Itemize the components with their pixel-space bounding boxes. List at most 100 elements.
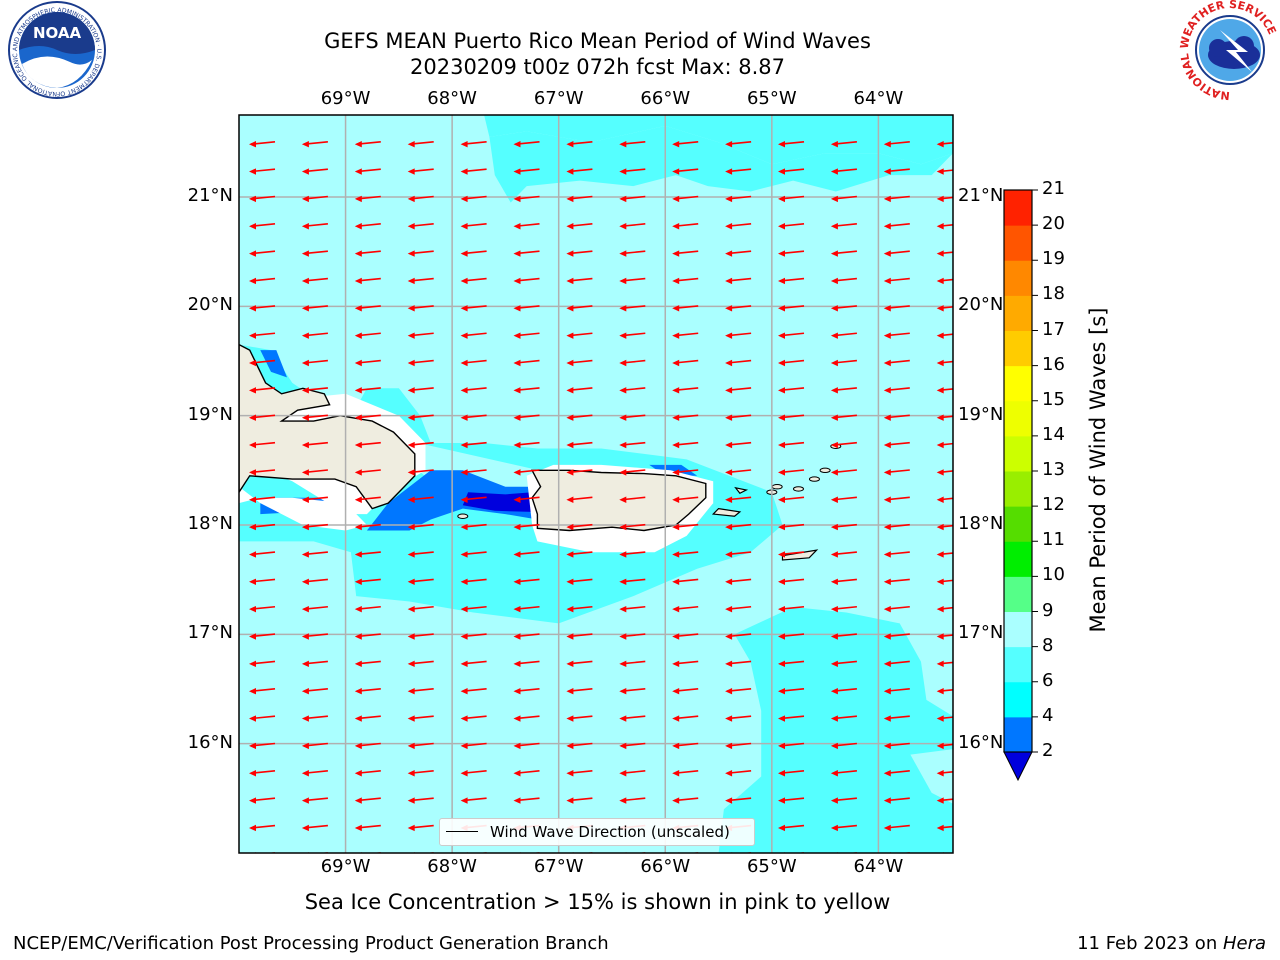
- wave-direction-arrow: [725, 141, 752, 148]
- wave-direction-arrow: [725, 715, 752, 722]
- wave-direction-arrow: [619, 250, 646, 257]
- longitude-tick-label-top: 67°W: [533, 88, 584, 109]
- wave-direction-arrow: [778, 250, 805, 257]
- wave-direction-arrow: [513, 551, 540, 558]
- wave-direction-arrow: [301, 633, 328, 640]
- wave-direction-arrow: [513, 688, 540, 695]
- wave-direction-arrow: [407, 824, 434, 832]
- wave-direction-arrow: [778, 633, 805, 640]
- latitude-tick-label-right: 16°N: [958, 731, 1004, 753]
- colorbar-segment: [1004, 506, 1032, 542]
- wave-direction-arrow: [672, 250, 699, 257]
- wave-direction-arrow: [354, 387, 381, 394]
- wave-direction-arrow: [936, 359, 953, 367]
- colorbar-tick-label: 6: [1042, 669, 1054, 691]
- wave-direction-arrow: [936, 551, 953, 558]
- wave-direction-arrow: [883, 223, 910, 230]
- wave-period-region: [489, 125, 953, 203]
- wave-direction-arrow: [407, 141, 434, 148]
- wave-direction-arrow: [830, 742, 857, 750]
- wave-direction-arrow: [778, 551, 805, 558]
- wave-direction-arrow: [936, 195, 953, 203]
- longitude-tick-label-top: 68°W: [427, 88, 477, 109]
- wave-direction-arrow: [354, 578, 381, 585]
- wave-direction-arrow: [407, 578, 434, 585]
- wave-direction-arrow: [830, 223, 857, 230]
- wave-direction-arrow: [830, 605, 857, 613]
- wave-direction-arrow: [407, 551, 434, 558]
- wave-direction-arrow: [725, 551, 752, 558]
- wave-direction-arrow: [407, 414, 434, 421]
- wave-direction-arrow: [460, 605, 487, 613]
- wave-direction-arrow: [672, 469, 699, 476]
- wave-direction-arrow: [830, 277, 857, 285]
- wave-direction-arrow: [672, 223, 699, 230]
- colorbar-segment: [1004, 330, 1032, 367]
- wave-direction-arrow: [460, 250, 487, 257]
- st-croix-island: [781, 549, 819, 561]
- wave-direction-arrow: [513, 469, 540, 476]
- wave-direction-arrow: [883, 305, 910, 312]
- wave-direction-arrow: [354, 715, 381, 722]
- wave-direction-arrow: [301, 770, 328, 777]
- wave-direction-arrow: [460, 441, 487, 449]
- wave-direction-arrow: [619, 605, 646, 613]
- wave-direction-arrow: [354, 688, 381, 695]
- wave-direction-arrow: [249, 770, 276, 777]
- wave-period-region: [718, 607, 953, 853]
- wave-direction-arrow: [883, 441, 910, 449]
- wave-direction-arrow: [725, 496, 752, 503]
- wave-direction-arrow: [407, 359, 434, 367]
- wave-direction-arrow: [249, 469, 276, 476]
- wave-direction-arrow: [249, 195, 276, 203]
- wave-direction-arrow: [301, 305, 328, 312]
- wave-direction-arrow: [725, 414, 752, 421]
- wave-direction-arrow: [883, 195, 910, 203]
- wave-direction-arrow: [778, 797, 805, 804]
- noaa-logo: NATIONAL OCEANIC AND ATMOSPHERIC ADMINIS…: [0, 0, 106, 99]
- wave-direction-arrow: [936, 824, 953, 832]
- wave-direction-arrow: [513, 168, 540, 175]
- wave-direction-arrow: [407, 441, 434, 449]
- wave-direction-arrow: [778, 770, 805, 777]
- wave-direction-arrow: [672, 332, 699, 339]
- wave-direction-arrow: [619, 742, 646, 750]
- wave-direction-arrow: [513, 223, 540, 230]
- latitude-tick-label-right: 20°N: [958, 294, 1004, 316]
- wave-direction-arrow: [883, 523, 910, 531]
- wave-direction-arrow: [778, 523, 805, 531]
- wave-direction-arrow: [830, 578, 857, 585]
- wave-direction-arrow: [354, 441, 381, 449]
- latitude-tick-label-right: 19°N: [958, 403, 1004, 425]
- wave-direction-arrow: [830, 633, 857, 640]
- wave-direction-arrow: [619, 332, 646, 339]
- wave-direction-arrow: [566, 387, 593, 394]
- wave-direction-arrow: [249, 715, 276, 722]
- wave-direction-arrow: [778, 688, 805, 695]
- legend-label: Wind Wave Direction (unscaled): [490, 823, 730, 841]
- wave-direction-arrow: [778, 715, 805, 722]
- wave-direction-arrow: [936, 305, 953, 312]
- latitude-tick-label-left: 16°N: [187, 731, 233, 753]
- wave-direction-arrow: [407, 168, 434, 175]
- wave-direction-arrow: [883, 168, 910, 175]
- colorbar-segment: [1004, 681, 1032, 718]
- wave-direction-arrow: [936, 797, 953, 804]
- wave-direction-arrow: [354, 141, 381, 148]
- wave-direction-arrow: [830, 332, 857, 339]
- colorbar: [1003, 189, 1038, 782]
- colorbar-tick-label: 10: [1042, 564, 1065, 586]
- latitude-tick-label-right: 18°N: [958, 513, 1004, 534]
- footer-date: 11 Feb 2023 on Hera: [1077, 933, 1266, 954]
- wave-direction-arrow: [619, 387, 646, 394]
- latitude-tick-label-left: 18°N: [187, 513, 233, 534]
- wave-direction-arrow: [249, 223, 276, 230]
- wave-direction-arrow: [301, 496, 328, 503]
- wave-direction-arrow: [249, 742, 276, 750]
- map-plot-area: [239, 115, 953, 853]
- wave-direction-arrow: [936, 168, 953, 175]
- wave-direction-arrow: [513, 770, 540, 777]
- wave-direction-arrow: [672, 496, 699, 503]
- colorbar-segment: [1004, 365, 1032, 402]
- wave-direction-arrow: [672, 578, 699, 585]
